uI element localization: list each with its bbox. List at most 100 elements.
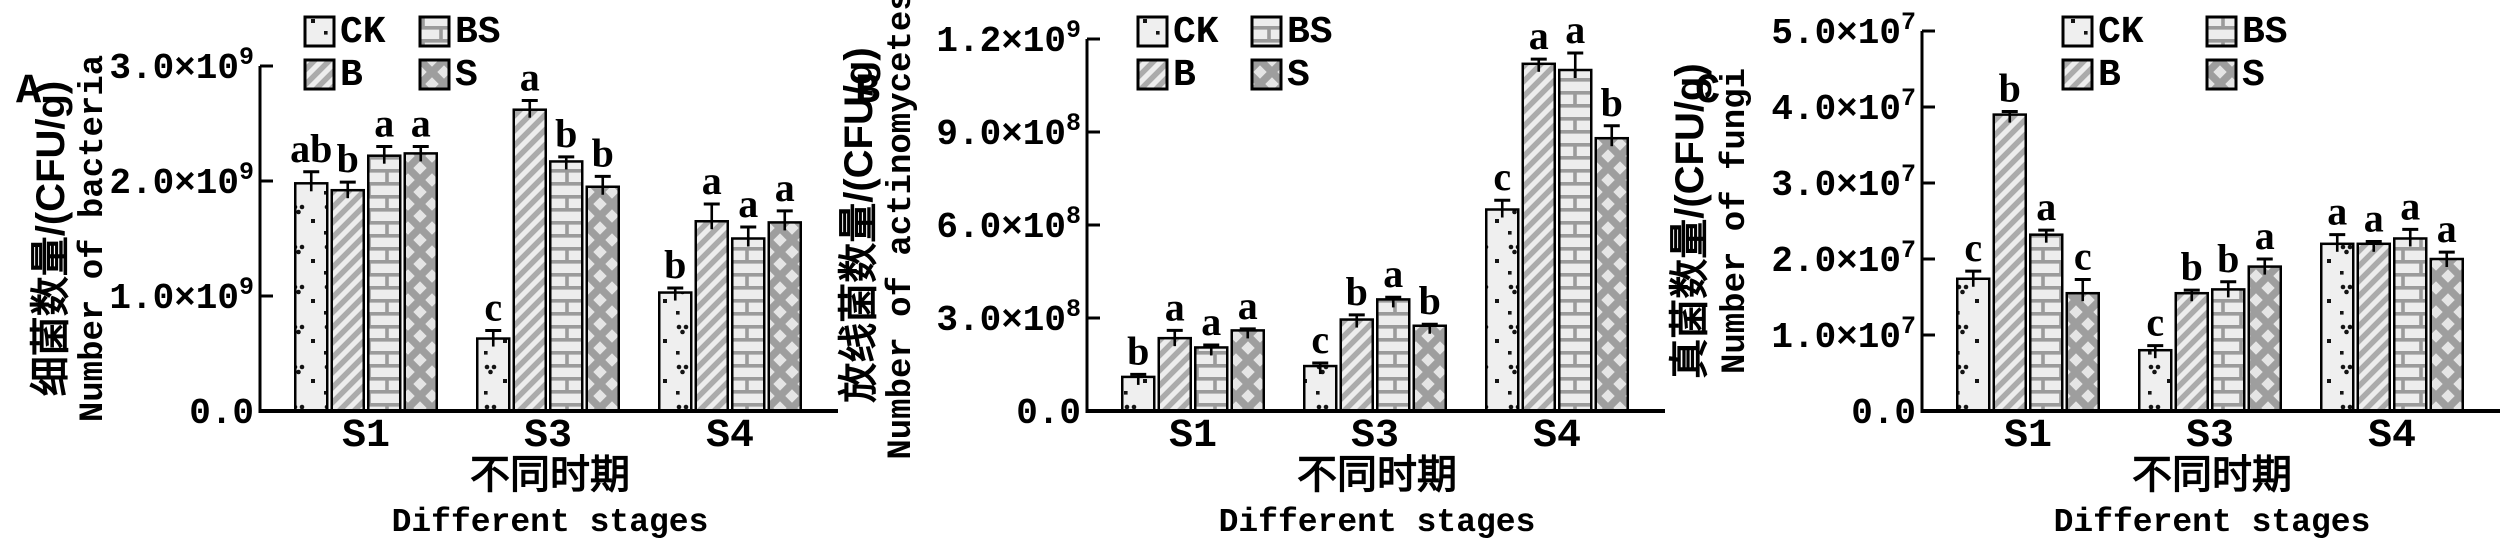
sig-letter-CK-S3: c <box>484 285 502 330</box>
bar-CK-S4 <box>2320 242 2355 413</box>
legend-label-B: B <box>340 54 363 97</box>
sig-letter-CK-S1: c <box>1964 225 1982 270</box>
x-tick-label-S3: S3 <box>1351 414 1399 459</box>
sig-letter-B-S3: b <box>1346 269 1368 314</box>
y-tick-label: 4.0×107 <box>1771 84 1916 130</box>
bar-S-S1 <box>2065 291 2100 413</box>
sig-letter-B-S1: b <box>337 136 359 181</box>
bar-BS-S1 <box>1194 346 1229 413</box>
y-tick-label: 1.0×107 <box>1771 312 1916 358</box>
legend-swatch-S <box>1250 58 1283 91</box>
x-axis-title-zh: 不同时期 <box>2132 453 2292 497</box>
x-tick-label-S4: S4 <box>1533 414 1581 459</box>
panel-letter-C: C <box>1695 67 1720 115</box>
bar-CK-S4 <box>658 291 693 413</box>
x-tick-label-S4: S4 <box>706 414 754 459</box>
sig-letter-CK-S4: b <box>664 242 686 287</box>
bar-BS-S4 <box>731 237 766 413</box>
y-axis-title-zh: 真菌数量/(CFU/g) <box>1668 63 1712 379</box>
sig-letter-BS-S1: a <box>1201 299 1221 344</box>
x-tick-label-S1: S1 <box>342 414 390 459</box>
bar-B-S1 <box>1992 113 2027 413</box>
sig-letter-S-S4: b <box>1601 80 1623 125</box>
y-axis-title-zh: 细菌数量/(CFU/g) <box>29 81 73 397</box>
x-tick-label-S3: S3 <box>524 414 572 459</box>
bar-S-S4 <box>1594 136 1629 413</box>
x-axis-title-zh: 不同时期 <box>470 453 630 497</box>
bar-BS-S3 <box>2211 288 2246 413</box>
legend-label-B: B <box>1173 54 1196 97</box>
bar-S-S3 <box>1412 324 1447 413</box>
sig-letter-B-S4: a <box>702 158 722 203</box>
y-tick-label: 6.0×108 <box>936 202 1081 248</box>
bar-S-S1 <box>403 152 438 413</box>
bar-B-S4 <box>2356 242 2391 413</box>
y-tick-label: 2.0×109 <box>109 158 254 204</box>
bar-BS-S1 <box>2029 233 2064 413</box>
bar-BS-S1 <box>367 154 402 413</box>
y-axis-title-zh: 放线菌数量/(CFU/g) <box>837 47 881 403</box>
legend-swatch-S <box>418 58 451 91</box>
bar-BS-S4 <box>2393 237 2428 413</box>
legend-swatch-CK <box>303 15 336 48</box>
bar-BS-S4 <box>1558 68 1593 413</box>
bar-CK-S4 <box>1485 208 1520 413</box>
x-tick-label-S1: S1 <box>2004 414 2052 459</box>
legend-swatch-S <box>2205 58 2238 91</box>
sig-letter-B-S4: a <box>1529 13 1549 58</box>
bar-S-S4 <box>2429 257 2464 413</box>
sig-letter-B-S1: b <box>1999 66 2021 111</box>
legend-label-S: S <box>455 54 478 97</box>
x-tick-label-S3: S3 <box>2186 414 2234 459</box>
bar-S-S3 <box>2247 265 2282 413</box>
panel-letter-A: A <box>16 67 42 115</box>
bar-BS-S3 <box>549 160 584 413</box>
x-tick-label-S1: S1 <box>1169 414 1217 459</box>
bar-B-S1 <box>1157 336 1192 413</box>
sig-letter-CK-S1: b <box>1127 328 1149 373</box>
sig-letter-CK-S4: a <box>2327 189 2347 234</box>
legend-swatch-BS <box>1250 15 1283 48</box>
bar-B-S3 <box>1339 318 1374 413</box>
legend-label-BS: BS <box>1287 11 1333 54</box>
sig-letter-CK-S4: c <box>1493 154 1511 199</box>
legend-swatch-CK <box>1136 15 1169 48</box>
sig-letter-BS-S3: b <box>2217 236 2239 281</box>
bar-S-S1 <box>1230 329 1265 413</box>
y-axis-title-en: Number of fungi <box>1717 68 1755 374</box>
bar-BS-S3 <box>1376 298 1411 413</box>
legend-swatch-BS <box>418 15 451 48</box>
sig-letter-S-S1: c <box>2074 234 2092 279</box>
y-tick-label: 3.0×109 <box>109 43 254 89</box>
x-tick-label-S4: S4 <box>2368 414 2416 459</box>
bar-CK-S3 <box>2138 348 2173 413</box>
legend-label-CK: CK <box>2098 11 2144 54</box>
y-tick-label: 5.0×107 <box>1771 8 1916 54</box>
sig-letter-BS-S3: a <box>1383 251 1403 296</box>
sig-letter-B-S3: a <box>520 55 540 100</box>
bar-CK-S1 <box>1956 277 1991 413</box>
sig-letter-S-S1: a <box>1238 283 1258 328</box>
bar-B-S3 <box>512 108 547 413</box>
sig-letter-BS-S1: a <box>374 101 394 146</box>
x-axis-title-en: Different stages <box>392 504 709 541</box>
legend-swatch-BS <box>2205 15 2238 48</box>
legend-label-B: B <box>2098 54 2121 97</box>
sig-letter-BS-S4: a <box>738 181 758 226</box>
bar-S-S4 <box>767 221 802 413</box>
y-tick-label: 0.0 <box>189 393 254 434</box>
y-tick-label: 2.0×107 <box>1771 236 1916 282</box>
legend-swatch-B <box>1136 58 1169 91</box>
legend-label-BS: BS <box>455 11 501 54</box>
legend-label-S: S <box>1287 54 1310 97</box>
panel-letter-B: B <box>855 67 880 115</box>
sig-letter-S-S4: a <box>2437 206 2457 251</box>
sig-letter-BS-S3: b <box>555 111 577 156</box>
sig-letter-BS-S4: a <box>2400 183 2420 228</box>
sig-letter-B-S3: b <box>2181 244 2203 289</box>
bar-B-S1 <box>330 188 365 413</box>
